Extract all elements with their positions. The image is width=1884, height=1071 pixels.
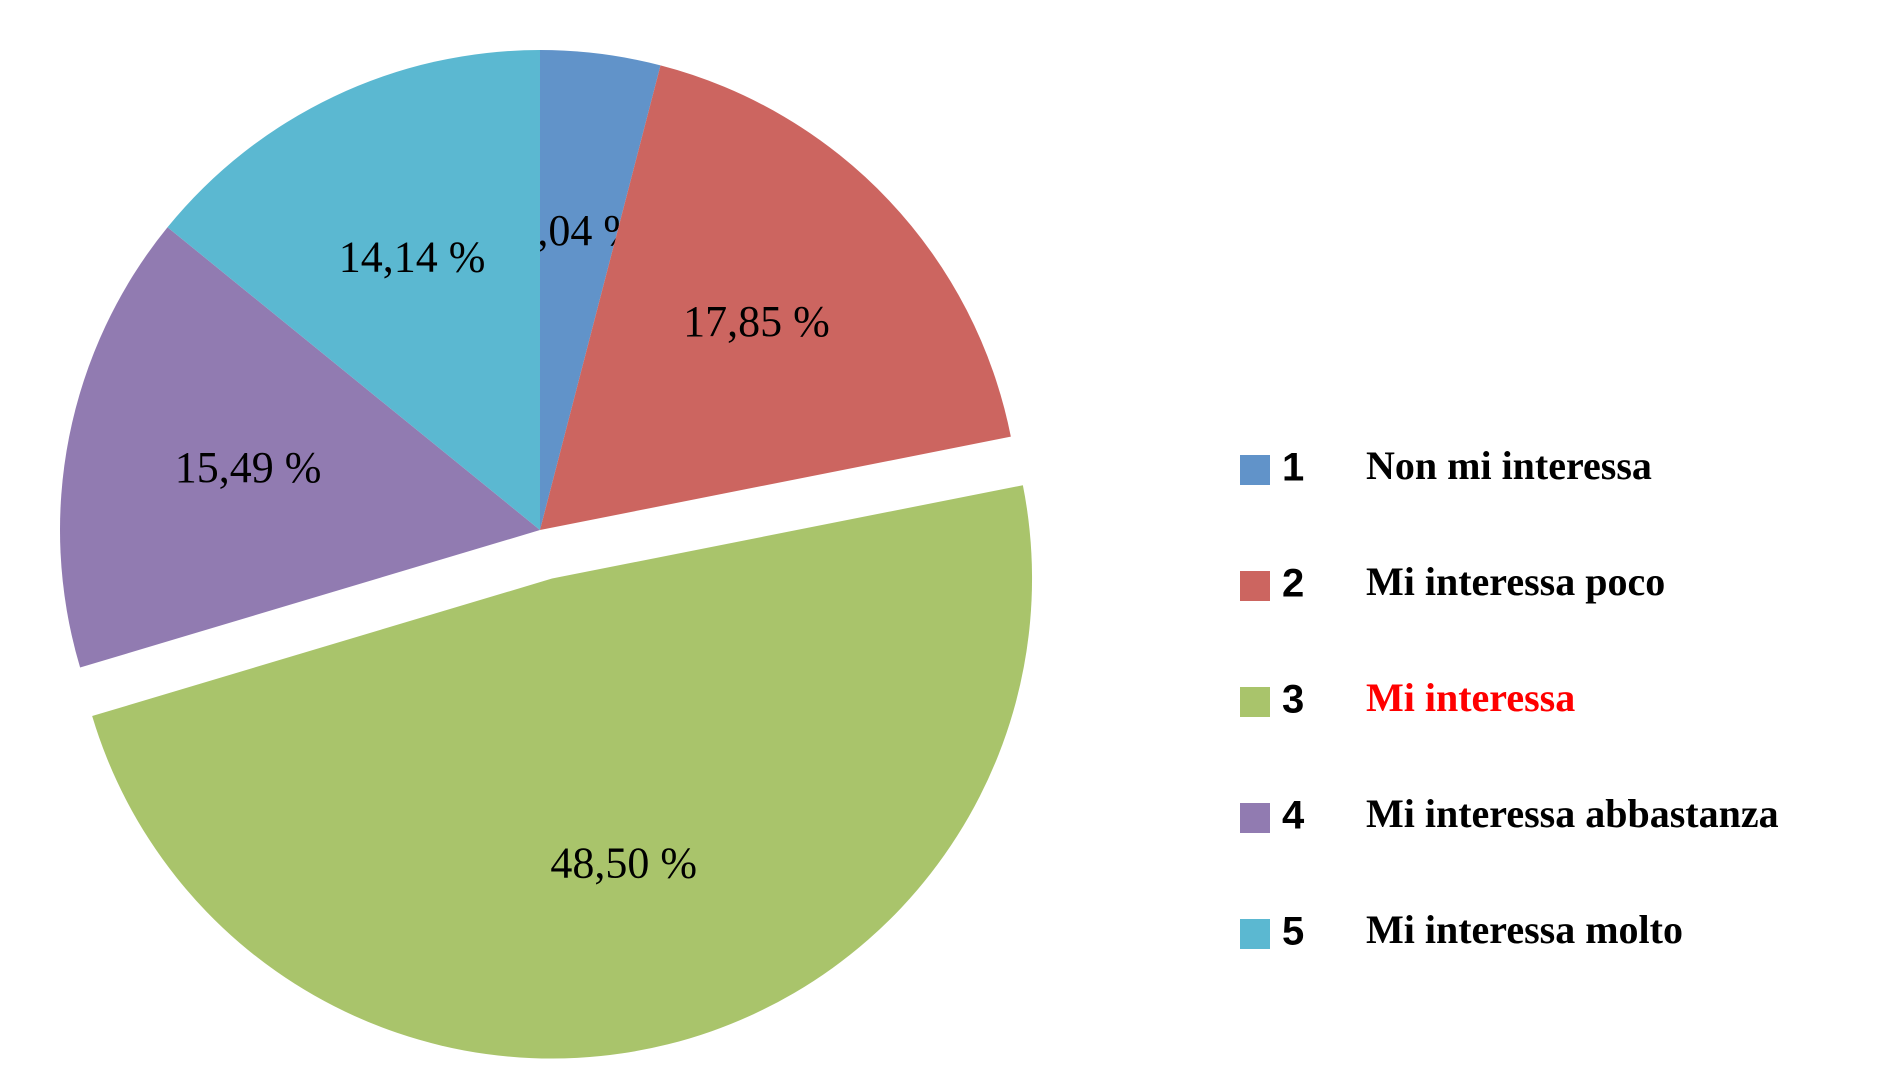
legend-swatch [1240,803,1270,833]
legend-label: Mi interessa molto [1366,907,1683,952]
legend-label: Mi interessa abbastanza [1366,791,1779,836]
legend-swatch [1240,455,1270,485]
legend-code: 2 [1282,562,1304,606]
legend-code: 4 [1282,794,1305,838]
legend-code: 5 [1282,910,1304,954]
pie-slice [167,50,540,530]
legend-label: Mi interessa [1366,675,1575,720]
pie-slice [92,485,1033,1059]
legend-code: 3 [1282,678,1304,722]
value-label: 17,85 % [683,297,830,346]
legend-swatch [1240,919,1270,949]
pie-slice [540,65,1011,531]
value-label: 48,50 % [550,838,697,887]
value-label: 15,49 % [175,443,322,492]
legend-label: Non mi interessa [1366,443,1652,488]
legend-code: 1 [1282,446,1304,490]
pie-slice [540,50,661,530]
legend-swatch [1240,571,1270,601]
value-label: 14,14 % [339,232,486,281]
legend-label: Mi interessa poco [1366,559,1665,604]
legend-swatch [1240,687,1270,717]
pie-slice [59,227,541,668]
